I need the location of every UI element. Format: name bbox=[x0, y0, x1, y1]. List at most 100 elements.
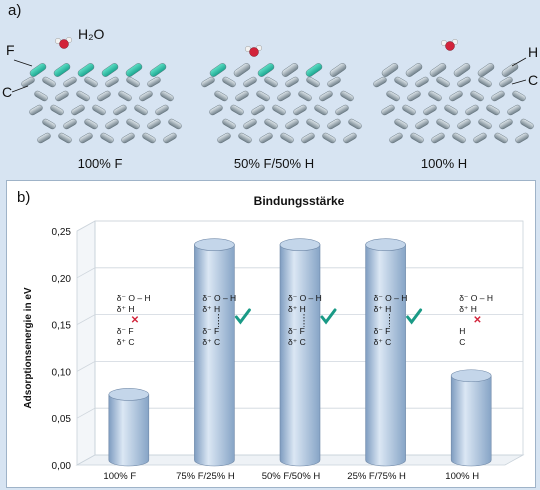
carbon-bond bbox=[340, 90, 354, 102]
carbon-bond bbox=[217, 132, 231, 144]
carbon-bond bbox=[113, 104, 127, 116]
oxygen-atom bbox=[445, 41, 455, 51]
bar-body bbox=[450, 375, 492, 467]
carbon-bond bbox=[470, 90, 484, 102]
hydrogen-label-right: H bbox=[528, 44, 539, 60]
carbon-bond bbox=[407, 90, 421, 102]
carbon-bond bbox=[209, 104, 223, 116]
panel-b: b) Bindungsstärke 0,00 0,05 0,10 0,15 0,20 0,2… bbox=[6, 180, 536, 488]
carbon-bond bbox=[58, 132, 72, 144]
x-tick-label: 100% H bbox=[445, 471, 479, 482]
bar bbox=[108, 388, 150, 467]
annotation-line: δ⁺ H bbox=[117, 304, 135, 314]
fluorine-leader-line bbox=[13, 59, 33, 67]
carbon-bond bbox=[76, 90, 90, 102]
carbon-bond bbox=[465, 104, 479, 116]
carbon-bond bbox=[71, 104, 85, 116]
annotation-line: δ⁺ H bbox=[288, 304, 306, 314]
fluorine-termination bbox=[29, 63, 47, 77]
y-axis-label: Adsorptionsenergie in eV bbox=[23, 287, 34, 408]
bond-annotation: δ⁻ O – Hδ⁺ H δ⁻ Fδ⁺ C bbox=[202, 293, 251, 347]
carbon-bond bbox=[147, 76, 161, 88]
caption-50-50: 50% F/50% H bbox=[233, 156, 315, 171]
annotation-line: δ⁺ C bbox=[117, 337, 135, 347]
bar-body bbox=[365, 244, 406, 467]
bar-top bbox=[450, 369, 492, 383]
carbon-bond bbox=[126, 118, 140, 130]
carbon-bond bbox=[21, 76, 35, 88]
carbon-bond bbox=[63, 76, 77, 88]
y-tick-label: 0,25 bbox=[52, 227, 72, 238]
carbon-bond bbox=[515, 132, 529, 144]
carbon-bond bbox=[322, 132, 336, 144]
carbon-bond bbox=[423, 104, 437, 116]
carbon-bond bbox=[121, 132, 135, 144]
carbon-bond bbox=[381, 104, 395, 116]
annotation-line: δ⁻ O – H bbox=[288, 293, 322, 303]
x-tick-label: 75% F/25% H bbox=[176, 471, 235, 482]
side-wall bbox=[76, 220, 96, 466]
carbon-bond bbox=[457, 118, 471, 130]
annotation-line: δ⁻ O – H bbox=[459, 293, 493, 303]
carbon-bond bbox=[105, 76, 119, 88]
carbon-bond bbox=[100, 132, 114, 144]
carbon-bond bbox=[386, 90, 400, 102]
carbon-bond bbox=[436, 118, 450, 130]
carbon-bond bbox=[415, 76, 429, 88]
annotation-line: H bbox=[459, 326, 465, 336]
carbon-bond bbox=[55, 90, 69, 102]
carbon-bond bbox=[348, 118, 362, 130]
carbon-bond bbox=[168, 118, 182, 130]
hydrogen-termination bbox=[501, 63, 519, 77]
water-molecule-2 bbox=[244, 44, 263, 57]
carbon-bond bbox=[235, 90, 249, 102]
annotation-line: δ⁻ O – H bbox=[202, 293, 236, 303]
bar bbox=[450, 369, 492, 467]
bond-broken-cross-icon: ✕ bbox=[131, 315, 139, 326]
carbon-bond bbox=[507, 104, 521, 116]
oxygen-atom bbox=[59, 39, 69, 49]
carbon-bond bbox=[142, 132, 156, 144]
surface-structures-illustration bbox=[11, 36, 534, 144]
bar-top bbox=[194, 238, 235, 252]
panel-a: a) F C H₂O H C 100% F 50% F/50% H 100% H bbox=[0, 0, 540, 178]
annotation-line: C bbox=[459, 337, 465, 347]
carbon-leader-line-right bbox=[511, 79, 527, 85]
carbon-bond bbox=[259, 132, 273, 144]
carbon-bond bbox=[29, 104, 43, 116]
carbon-bond bbox=[243, 76, 257, 88]
annotation-line: δ⁻ F bbox=[288, 326, 305, 336]
carbon-bond bbox=[452, 132, 466, 144]
x-tick-label: 100% F bbox=[103, 471, 136, 482]
carbon-bond bbox=[335, 104, 349, 116]
x-tick-label: 50% F/50% H bbox=[262, 471, 321, 482]
annotation-line: δ⁺ C bbox=[288, 337, 306, 347]
annotation-line: δ⁺ H bbox=[374, 304, 392, 314]
carbon-bond bbox=[306, 118, 320, 130]
carbon-bond bbox=[428, 90, 442, 102]
carbon-bond bbox=[243, 118, 257, 130]
bar-body bbox=[194, 244, 235, 467]
carbon-bond bbox=[293, 104, 307, 116]
y-tick-label: 0,10 bbox=[52, 367, 72, 378]
fluorine-termination bbox=[53, 63, 71, 77]
carbon-bond bbox=[79, 132, 93, 144]
annotation-line: δ⁺ C bbox=[374, 337, 392, 347]
carbon-bond bbox=[118, 90, 132, 102]
carbon-leader-line-left bbox=[11, 85, 29, 93]
carbon-bond bbox=[251, 104, 265, 116]
carbon-bond bbox=[319, 90, 333, 102]
annotation-line: δ⁺ H bbox=[459, 304, 477, 314]
carbon-bond bbox=[238, 132, 252, 144]
oxygen-atom bbox=[249, 47, 259, 57]
carbon-bond bbox=[478, 118, 492, 130]
carbon-bond bbox=[436, 76, 450, 88]
bar-chart: Bindungsstärke 0,00 0,05 0,10 0,15 0,20 0,25 Ad… bbox=[23, 194, 525, 482]
carbon-bond bbox=[394, 118, 408, 130]
bond-annotation: δ⁻ O – Hδ⁺ H✕ HC bbox=[459, 293, 493, 347]
annotation-line: δ⁺ H bbox=[202, 304, 220, 314]
fluorine-termination bbox=[77, 63, 95, 77]
bar-body bbox=[279, 244, 321, 467]
hydrogen-termination bbox=[477, 63, 495, 77]
slab-100-f bbox=[21, 76, 182, 144]
